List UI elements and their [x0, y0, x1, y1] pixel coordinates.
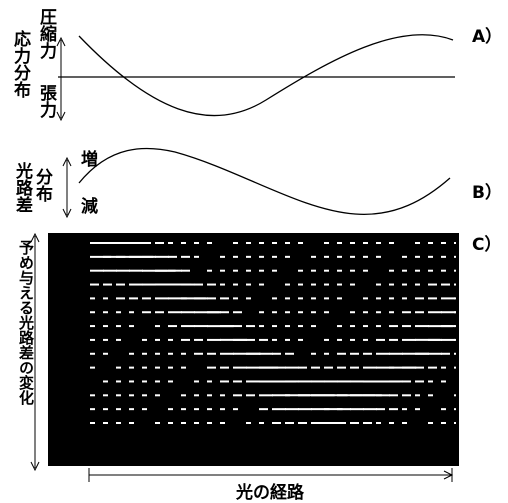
panel-a-tag: A）	[472, 26, 502, 47]
stress-curve	[78, 34, 454, 117]
opd-axis-label-line1: 光路差	[12, 161, 34, 213]
opd-arrow-up-head	[62, 156, 72, 167]
opd-curve	[78, 147, 451, 215]
panel-b-tag: B）	[472, 182, 502, 203]
stress-axis-label: 応力分布	[10, 29, 31, 99]
pattern-dashes	[90, 242, 456, 424]
panel-b: 光路差 分布 増 減 B）	[12, 147, 502, 219]
light-path-arrow-head	[443, 470, 454, 480]
stress-arrow-up-head	[56, 36, 66, 47]
panel-c-tag: C）	[472, 234, 501, 255]
pattern-panel	[48, 233, 459, 466]
applied-opd-axis-label: 予め与える光路差の変化	[17, 240, 35, 405]
opd-arrow-down-head	[62, 208, 72, 219]
increase-label: 増	[77, 149, 98, 168]
compression-label: 圧縮力	[36, 8, 57, 60]
applied-opd-arrow-up-head	[30, 232, 40, 243]
opd-axis-label-line2: 分布	[32, 168, 53, 203]
tension-label: 張力	[36, 84, 57, 119]
decrease-label: 減	[77, 196, 98, 215]
panel-c: 予め与える光路差の変化 C） 光の経路	[17, 232, 501, 503]
applied-opd-arrow-down-head	[30, 461, 40, 472]
panel-a: 応力分布 圧縮力 張力 A）	[10, 8, 502, 122]
light-path-label: 光の経路	[235, 482, 305, 503]
stress-arrow-down-head	[56, 111, 66, 122]
